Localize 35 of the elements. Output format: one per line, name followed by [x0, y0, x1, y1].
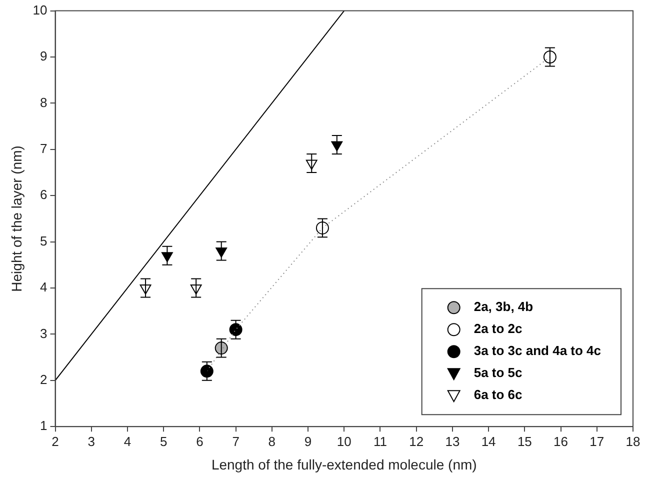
x-axis-title: Length of the fully-extended molecule (nm) — [211, 456, 477, 472]
legend-label: 5a to 5c — [474, 365, 522, 380]
x-tick-label: 8 — [268, 434, 276, 449]
y-tick-label: 8 — [40, 94, 48, 110]
x-tick-label: 16 — [554, 434, 568, 449]
x-tick-label: 4 — [124, 434, 132, 449]
x-tick-label: 2 — [52, 434, 59, 449]
legend-label: 3a to 3c and 4a to 4c — [474, 343, 602, 358]
x-tick-label: 6 — [196, 434, 204, 449]
y-tick-label: 3 — [40, 326, 48, 341]
y-axis-title: Height of the layer (nm) — [8, 146, 24, 292]
y-tick-label: 9 — [40, 48, 48, 64]
x-tick-label: 10 — [336, 434, 352, 449]
point — [200, 364, 214, 378]
y-tick-label: 5 — [40, 233, 48, 248]
y-tick-label: 1 — [40, 418, 48, 434]
x-tick-label: 17 — [590, 434, 604, 449]
x-tick-label: 14 — [481, 434, 496, 449]
y-tick-label: 10 — [32, 2, 48, 18]
legend-label: 6a to 6c — [474, 387, 522, 402]
x-tick-label: 13 — [445, 434, 460, 449]
x-tick-label: 5 — [160, 434, 168, 449]
legend-label: 2a, 3b, 4b — [474, 299, 534, 314]
x-tick-label: 9 — [304, 434, 312, 449]
x-tick-label: 3 — [88, 434, 95, 449]
y-tick-label: 6 — [40, 187, 48, 202]
y-tick-label: 2 — [40, 372, 48, 387]
y-tick-label: 4 — [40, 280, 48, 295]
x-tick-label: 15 — [517, 434, 532, 449]
x-tick-label: 7 — [232, 434, 240, 449]
x-tick-label: 12 — [409, 434, 424, 449]
x-tick-label: 11 — [373, 434, 387, 449]
y-tick-label: 7 — [40, 140, 48, 156]
legend-label: 2a to 2c — [474, 321, 522, 336]
x-tick-label: 18 — [626, 434, 640, 449]
